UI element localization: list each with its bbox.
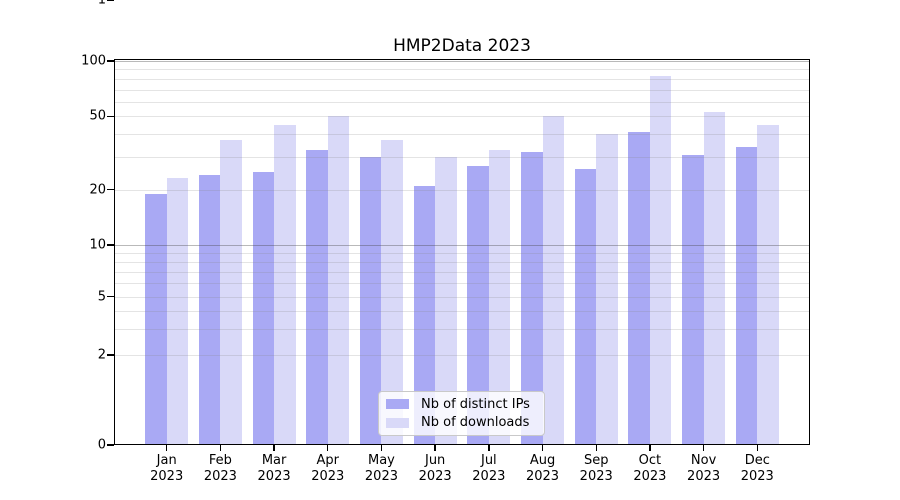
bar-mar-downloads bbox=[274, 124, 296, 445]
y-tick-label-50: 50 bbox=[89, 108, 106, 124]
bar-apr-distinct-ips bbox=[306, 149, 328, 445]
x-tick-label-jan: Jan 2023 bbox=[150, 453, 184, 484]
x-tick-mark bbox=[541, 445, 544, 451]
x-tick-mark bbox=[756, 445, 758, 451]
gridline-100 bbox=[114, 61, 810, 62]
y-tick-mark bbox=[107, 115, 114, 118]
gridline-80 bbox=[114, 78, 810, 80]
bar-dec-distinct-ips bbox=[735, 147, 758, 445]
gridline-90 bbox=[114, 69, 810, 71]
bar-jul-distinct-ips bbox=[467, 165, 489, 445]
bar-jun-distinct-ips bbox=[413, 185, 436, 445]
bar-may-downloads bbox=[381, 140, 403, 445]
legend-item-downloads: Nb of downloads bbox=[386, 415, 535, 432]
x-tick-label-nov: Nov 2023 bbox=[687, 453, 721, 484]
y-tick-label-100: 100 bbox=[81, 53, 106, 69]
bar-feb-downloads bbox=[220, 140, 242, 445]
bar-aug-downloads bbox=[542, 116, 565, 445]
x-tick-label-dec: Dec 2023 bbox=[740, 453, 774, 484]
gridline-5 bbox=[114, 296, 810, 298]
y-tick-mark bbox=[107, 244, 114, 246]
gridline-20 bbox=[114, 189, 810, 191]
x-tick-mark bbox=[649, 445, 651, 451]
y-tick-mark bbox=[107, 0, 114, 2]
y-tick-mark bbox=[107, 444, 114, 446]
bar-oct-distinct-ips bbox=[628, 132, 650, 445]
bar-aug-distinct-ips bbox=[521, 152, 543, 445]
gridline-8 bbox=[114, 261, 810, 263]
bar-jun-downloads bbox=[435, 157, 457, 445]
gridline-70 bbox=[114, 89, 810, 91]
y-tick-mark bbox=[107, 354, 114, 356]
gridline-9 bbox=[114, 252, 810, 254]
x-tick-label-aug: Aug 2023 bbox=[525, 453, 560, 484]
x-tick-label-may: May 2023 bbox=[364, 453, 398, 484]
gridline-50 bbox=[114, 116, 810, 118]
gridline-10 bbox=[114, 245, 810, 246]
x-tick-label-apr: Apr 2023 bbox=[311, 453, 345, 484]
bar-apr-downloads bbox=[327, 116, 350, 445]
gridline-60 bbox=[114, 101, 810, 103]
y-tick-mark bbox=[107, 188, 114, 191]
bar-nov-downloads bbox=[703, 111, 726, 445]
gridline-40 bbox=[114, 134, 810, 136]
legend-item-distinct-ips: Nb of distinct IPs bbox=[386, 396, 535, 413]
bar-jul-downloads bbox=[488, 149, 511, 445]
x-tick-label-mar: Mar 2023 bbox=[257, 453, 291, 484]
x-tick-mark bbox=[702, 445, 705, 451]
bar-sep-downloads bbox=[596, 134, 618, 445]
bar-may-distinct-ips bbox=[359, 157, 382, 445]
legend-swatch-distinct-ips bbox=[386, 399, 409, 410]
gridline-4 bbox=[114, 310, 810, 312]
y-tick-mark bbox=[107, 60, 114, 62]
plot-area: Nb of distinct IPs Nb of downloads bbox=[114, 59, 810, 445]
gridline-2 bbox=[114, 355, 810, 356]
bar-feb-distinct-ips bbox=[198, 175, 221, 445]
legend-swatch-downloads bbox=[386, 417, 409, 428]
bar-jan-distinct-ips bbox=[145, 193, 167, 445]
x-tick-mark bbox=[166, 445, 168, 451]
x-tick-mark bbox=[327, 445, 329, 451]
x-tick-mark bbox=[488, 445, 490, 451]
gridline-3 bbox=[114, 329, 810, 331]
x-tick-label-jul: Jul 2023 bbox=[472, 453, 506, 484]
gridline-30 bbox=[114, 157, 810, 159]
x-tick-label-sep: Sep 2023 bbox=[579, 453, 613, 484]
bar-dec-downloads bbox=[757, 124, 779, 445]
x-tick-label-jun: Jun 2023 bbox=[418, 453, 452, 484]
y-tick-label-5: 5 bbox=[97, 289, 106, 305]
y-tick-label-0: 0 bbox=[97, 437, 106, 453]
x-tick-mark bbox=[595, 445, 597, 451]
x-tick-mark bbox=[219, 445, 222, 451]
bar-mar-distinct-ips bbox=[252, 171, 275, 445]
y-tick-label-1: 1 bbox=[97, 0, 106, 8]
gridline-1 bbox=[114, 59, 810, 60]
x-tick-label-oct: Oct 2023 bbox=[633, 453, 667, 484]
x-tick-label-feb: Feb 2023 bbox=[203, 453, 237, 484]
bar-sep-distinct-ips bbox=[574, 168, 597, 445]
bar-jan-downloads bbox=[166, 178, 189, 445]
y-tick-label-20: 20 bbox=[89, 182, 106, 198]
chart-title: HMP2Data 2023 bbox=[393, 36, 531, 56]
x-tick-mark bbox=[434, 445, 436, 451]
legend-label-distinct-ips: Nb of distinct IPs bbox=[421, 396, 530, 412]
bar-nov-distinct-ips bbox=[682, 154, 704, 445]
y-tick-label-2: 2 bbox=[97, 347, 106, 363]
legend-label-downloads: Nb of downloads bbox=[421, 415, 530, 431]
gridline-7 bbox=[114, 271, 810, 273]
bar-oct-downloads bbox=[649, 75, 672, 445]
x-tick-mark bbox=[380, 445, 383, 451]
legend: Nb of distinct IPs Nb of downloads bbox=[378, 391, 545, 436]
y-tick-mark bbox=[107, 296, 114, 298]
gridline-6 bbox=[114, 283, 810, 285]
x-tick-mark bbox=[273, 445, 275, 451]
y-tick-label-10: 10 bbox=[89, 237, 106, 253]
